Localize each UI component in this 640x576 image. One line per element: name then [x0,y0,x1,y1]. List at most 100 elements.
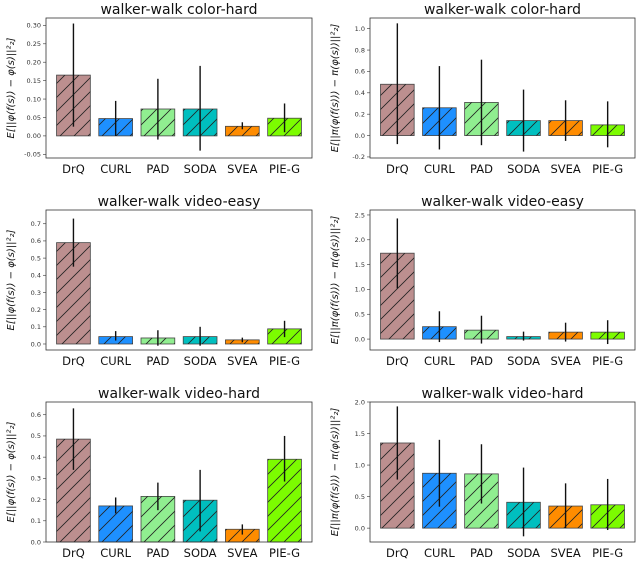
y-tick-label: 1.5 [355,430,365,438]
subplot-4: walker-walk video-easy E[||π(φ(f(s))) − π… [330,194,636,368]
subplot-title: walker-walk video-hard [422,386,584,402]
x-tick-label: SVEA [227,354,257,368]
x-tick-label: PAD [470,354,493,368]
y-axis-label: E[||π(φ(f(s))) − π(φ(s))||²₂] [330,216,341,345]
y-tick-label: 0.4 [355,89,365,97]
y-tick-label: 0.0 [355,335,365,343]
y-tick-label: 2.0 [355,236,365,244]
x-tick-label: SODA [507,354,540,368]
x-tick-label: PIE-G [592,162,623,176]
bar-hatch [225,529,260,542]
x-tick-label: CURL [100,546,131,560]
y-tick-label: 0.5 [355,493,365,501]
bar-hatch [225,126,260,136]
y-tick-label: 0.25 [27,40,41,48]
y-axis-label: E[||π(φ(f(s))) − π(φ(s))||²₂] [330,24,341,153]
y-tick-label: 0.2 [31,306,41,314]
subplot-5: walker-walk video-hard E[||φ(f(s)) − φ(s)… [6,386,313,560]
x-tick-label: CURL [100,354,131,368]
x-tick-label: CURL [100,162,131,176]
y-tick-label: 0.15 [27,77,41,85]
y-tick-label: 0.1 [31,517,41,525]
axes-frame [369,401,636,543]
y-tick-label: 0.3 [31,475,41,483]
subplot-2: walker-walk color-hard E[||π(φ(f(s))) − π… [330,2,636,176]
x-tick-label: PIE-G [592,354,623,368]
y-axis-label: E[||φ(f(s)) − φ(s)||²₂] [6,37,17,138]
axes-frame [45,17,313,159]
x-tick-label: DrQ [62,162,85,176]
x-tick-label: PAD [470,546,493,560]
y-tick-label: 0.4 [31,272,41,280]
x-tick-label: SVEA [227,162,257,176]
axes-frame [45,209,313,351]
x-tick-label: PAD [146,162,169,176]
x-tick-label: PAD [146,354,169,368]
y-tick-label: -0.05 [24,151,41,159]
x-tick-label: DrQ [386,162,409,176]
subplot-title: walker-walk video-hard [98,386,260,402]
y-tick-label: 0.05 [27,114,41,122]
y-tick-label: 0.1 [31,323,41,331]
y-tick-label: 0.5 [355,311,365,319]
x-tick-label: SODA [184,354,217,368]
y-tick-label: 0.6 [31,237,41,245]
y-axis-label: E[||φ(f(s)) − φ(s)||²₂] [6,229,17,330]
y-tick-label: 2.5 [355,211,365,219]
y-tick-label: 2.0 [355,398,365,406]
y-tick-label: 0.2 [31,496,41,504]
y-tick-label: 0.10 [27,95,41,103]
y-tick-label: 1.0 [355,25,365,33]
y-tick-label: 0.00 [27,132,41,140]
y-axis-label: E[||φ(f(s)) − φ(s)||²₂] [6,421,17,522]
x-tick-label: SVEA [227,546,257,560]
x-tick-label: PIE-G [269,546,300,560]
x-tick-label: SODA [507,546,540,560]
y-tick-label: 0.2 [355,110,365,118]
y-tick-label: 1.5 [355,261,365,269]
x-tick-label: PIE-G [592,546,623,560]
x-tick-label: DrQ [62,546,85,560]
y-tick-label: 0.0 [31,340,41,348]
x-tick-label: DrQ [386,354,409,368]
subplot-title: walker-walk color-hard [100,2,257,18]
subplot-1: walker-walk color-hard E[||φ(f(s)) − φ(s)… [6,2,313,176]
subplot-title: walker-walk video-easy [98,194,261,210]
y-tick-label: 0.5 [31,432,41,440]
x-tick-label: PAD [470,162,493,176]
x-tick-label: SVEA [550,162,580,176]
y-tick-label: 0.3 [31,289,41,297]
axes-frame [369,17,636,159]
x-tick-label: SODA [184,546,217,560]
y-tick-label: 0.4 [31,453,41,461]
x-tick-label: SVEA [550,354,580,368]
y-tick-label: 0.0 [31,538,41,546]
x-tick-label: DrQ [62,354,85,368]
axes-frame [369,209,636,351]
subplot-3: walker-walk video-easy E[||φ(f(s)) − φ(s)… [6,194,313,368]
x-tick-label: CURL [424,546,455,560]
y-tick-label: 0.7 [31,220,41,228]
x-tick-label: CURL [424,354,455,368]
y-tick-label: 1.0 [355,286,365,294]
y-tick-label: 0.8 [355,46,365,54]
subplot-6: walker-walk video-hard E[||π(φ(f(s))) − π… [330,386,636,560]
y-axis-label: E[||π(φ(f(s))) − π(φ(s))||²₂] [330,408,341,537]
x-tick-label: SVEA [550,546,580,560]
y-tick-label: 0.0 [355,132,365,140]
x-tick-label: PIE-G [269,162,300,176]
y-tick-label: 0.6 [31,411,41,419]
axes-frame [45,401,313,543]
x-tick-label: PAD [146,546,169,560]
subplot-title: walker-walk color-hard [424,2,581,18]
y-tick-label: 0.0 [355,524,365,532]
y-tick-label: 0.5 [31,254,41,262]
y-tick-label: 0.6 [355,68,365,76]
y-tick-label: 1.0 [355,461,365,469]
y-tick-label: 0.30 [27,22,41,30]
y-tick-label: 0.20 [27,59,41,67]
x-tick-label: PIE-G [269,354,300,368]
x-tick-label: DrQ [386,546,409,560]
subplot-title: walker-walk video-easy [421,194,584,210]
